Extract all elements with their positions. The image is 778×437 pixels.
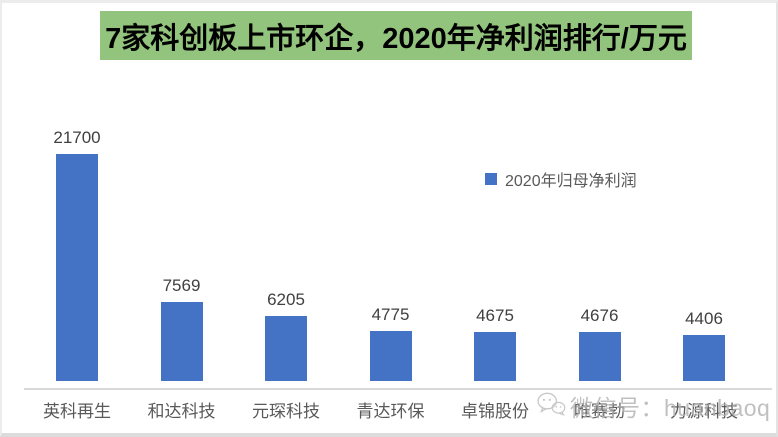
category-label: 青达环保 [356,402,425,421]
bar [474,332,516,381]
category-label: 和达科技 [147,402,216,421]
bar [578,332,621,381]
bar [265,316,307,381]
bar-value-label: 4676 [580,306,619,325]
category-label: 元琛科技 [252,402,320,421]
bar-value-label: 4675 [476,306,514,325]
bar [56,154,98,381]
bar-value-label: 7569 [162,276,201,295]
chart-title: 7家科创板上市环企，2020年净利润排行/万元 [100,11,692,60]
x-axis-line [24,388,772,390]
legend-marker-icon [485,173,497,185]
bar-value-label: 6205 [267,290,305,309]
bar [683,335,725,381]
category-label: 英科再生 [43,402,111,421]
category-label: 力源科技 [670,402,738,421]
bar [369,331,412,381]
bar-value-label: 21700 [53,128,101,147]
category-label: 唯赛勃 [574,402,625,421]
category-label: 卓锦股份 [461,402,529,421]
bar-value-label: 4775 [371,305,410,324]
bar [160,302,203,381]
legend: 2020年归母净利润 [485,167,637,191]
legend-label: 2020年归母净利润 [505,173,637,190]
bar-value-label: 4406 [685,309,723,328]
